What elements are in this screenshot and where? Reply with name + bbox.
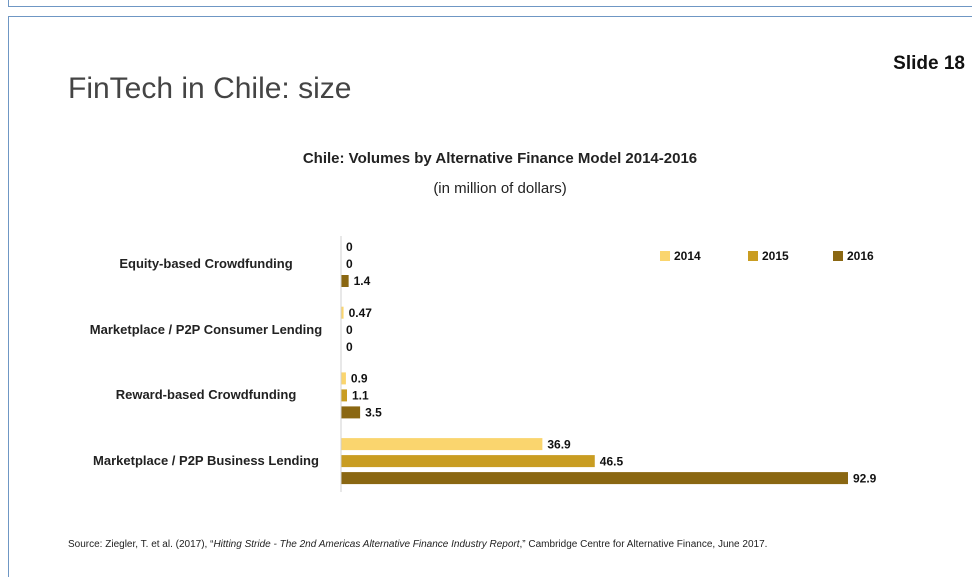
category-label: Marketplace / P2P Business Lending (93, 453, 319, 469)
value-label: 1.1 (352, 389, 369, 403)
bar (341, 306, 344, 319)
legend-swatch (660, 251, 670, 261)
bar (341, 372, 346, 385)
value-label: 0 (346, 257, 353, 271)
value-label: 0.9 (351, 372, 368, 386)
legend-label: 2016 (847, 249, 874, 263)
source-suffix: ,” Cambridge Centre for Alternative Fina… (519, 539, 768, 550)
value-label: 92.9 (853, 471, 877, 485)
source-title: Hitting Stride - The 2nd Americas Altern… (213, 539, 520, 550)
value-label: 0 (346, 340, 353, 354)
legend-label: 2014 (674, 249, 701, 263)
value-label: 0 (346, 240, 353, 254)
top-frame (8, 0, 972, 7)
bar (341, 406, 361, 419)
value-label: 1.4 (354, 274, 371, 288)
page: {"slide_number": "Slide 18", "title": "F… (8, 0, 972, 577)
slide-number: Slide 18 (893, 53, 965, 74)
chart-subtitle: (in million of dollars) (433, 180, 567, 197)
bar (341, 455, 595, 468)
category-label: Reward-based Crowdfunding (115, 387, 297, 403)
value-label: 36.9 (547, 437, 571, 451)
category-label: Equity-based Crowdfunding (119, 256, 293, 271)
bar (341, 438, 543, 451)
bar (341, 389, 348, 402)
slide-frame: Slide 18 (8, 16, 972, 577)
legend-swatch (748, 251, 758, 261)
bar (341, 275, 349, 287)
value-label: 0.47 (349, 306, 373, 320)
chart-title: Chile: Volumes by Alternative Finance Mo… (302, 150, 698, 167)
source-note: Source: Ziegler, T. et al. (2017), “Hitt… (68, 538, 948, 552)
slide-title: FinTech in Chile: size (68, 72, 352, 105)
legend-swatch (833, 251, 843, 261)
value-label: 0 (346, 323, 353, 337)
legend-label: 2015 (762, 249, 789, 263)
bar (341, 472, 848, 485)
category-label: Marketplace / P2P Consumer Lending (89, 321, 323, 337)
source-prefix: Source: Ziegler, T. et al. (2017), “ (68, 539, 214, 550)
value-label: 3.5 (365, 406, 382, 420)
value-label: 46.5 (600, 454, 624, 468)
